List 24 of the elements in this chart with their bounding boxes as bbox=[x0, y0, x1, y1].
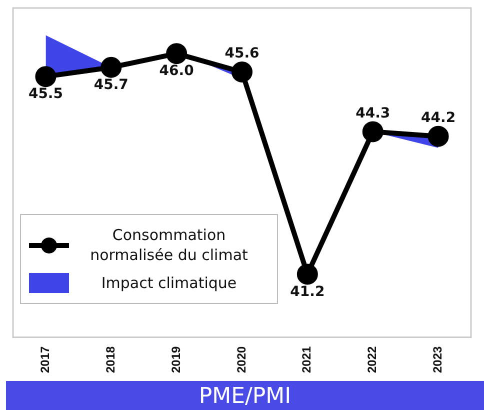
point bbox=[100, 56, 122, 78]
data-label: 44.3 bbox=[356, 105, 390, 122]
data-label: 45.6 bbox=[224, 46, 260, 62]
x-tick-label: 2020 bbox=[234, 346, 248, 374]
data-label: 45.5 bbox=[28, 86, 63, 102]
x-tick-label: 2019 bbox=[168, 346, 183, 374]
point bbox=[362, 121, 384, 142]
point bbox=[35, 66, 56, 88]
title-banner: PME/PMI bbox=[6, 381, 484, 410]
text: Consommation normalisée du climat bbox=[89, 225, 249, 265]
point bbox=[428, 126, 449, 147]
point bbox=[232, 61, 252, 82]
data-label: 44.2 bbox=[421, 110, 456, 126]
data-label: 45.7 bbox=[94, 77, 128, 94]
point bbox=[296, 264, 318, 285]
x-tick-label: 2017 bbox=[38, 346, 52, 374]
x-tick-label: 2023 bbox=[430, 346, 445, 374]
data-label: 46.0 bbox=[159, 63, 194, 80]
x-tick-label: 2022 bbox=[365, 346, 380, 374]
point bbox=[166, 43, 188, 64]
x-tick-label: 2021 bbox=[300, 346, 314, 374]
legend-label: Impact climatique bbox=[100, 273, 238, 293]
x-tick-label: 2018 bbox=[103, 346, 118, 374]
data-label: 41.2 bbox=[290, 284, 325, 300]
